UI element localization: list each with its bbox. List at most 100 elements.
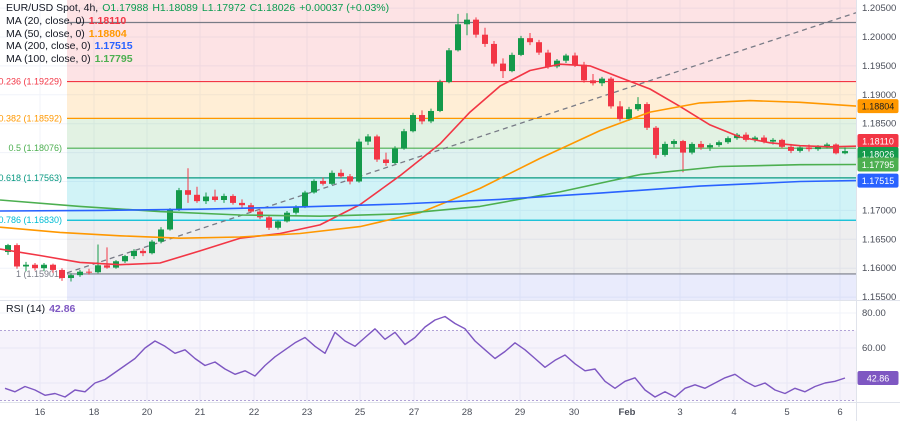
candle[interactable] — [761, 137, 767, 142]
candle[interactable] — [68, 275, 74, 279]
ma-legend-row[interactable]: MA (50, close, 0) 1.18804 — [6, 28, 393, 41]
rsi-line[interactable] — [4, 315, 846, 398]
candle[interactable] — [824, 144, 830, 147]
candle[interactable] — [23, 264, 29, 267]
candle[interactable] — [374, 136, 380, 160]
candle[interactable] — [536, 42, 542, 53]
candle[interactable] — [383, 159, 389, 164]
candle[interactable] — [140, 250, 146, 254]
time-axis-label[interactable]: 27 — [409, 407, 420, 418]
candle[interactable] — [311, 180, 317, 193]
price-axis-label[interactable]: 1.20000 — [862, 32, 896, 43]
candle[interactable] — [788, 146, 794, 151]
ma100-line[interactable] — [0, 163, 857, 217]
symbol-title[interactable]: EUR/USD Spot, 4h, — [6, 2, 99, 14]
candle[interactable] — [347, 176, 353, 182]
ma-legend-row[interactable]: MA (200, close, 0) 1.17515 — [6, 40, 393, 53]
candle[interactable] — [599, 78, 605, 84]
trendline[interactable] — [66, 12, 857, 274]
candle[interactable] — [680, 141, 686, 153]
price-axis-label[interactable]: 1.20500 — [862, 3, 896, 14]
candle[interactable] — [329, 172, 335, 184]
candle[interactable] — [95, 265, 101, 273]
candle[interactable] — [221, 195, 227, 200]
candle[interactable] — [410, 115, 416, 132]
candle[interactable] — [293, 206, 299, 213]
ma50-line[interactable] — [0, 99, 857, 239]
candle[interactable] — [203, 196, 209, 202]
candle[interactable] — [509, 54, 515, 72]
candle[interactable] — [86, 271, 92, 273]
candle[interactable] — [833, 144, 839, 154]
candle[interactable] — [491, 43, 497, 64]
candle[interactable] — [626, 109, 632, 120]
price-axis-label[interactable]: 1.19500 — [862, 61, 896, 72]
candle[interactable] — [50, 264, 56, 270]
candle[interactable] — [176, 190, 182, 210]
candle[interactable] — [815, 146, 821, 150]
candle[interactable] — [257, 211, 263, 218]
candle[interactable] — [185, 190, 191, 195]
price-axis-label[interactable]: 1.15500 — [862, 292, 896, 303]
candle[interactable] — [635, 104, 641, 110]
time-axis-label[interactable]: 25 — [355, 407, 366, 418]
candle[interactable] — [527, 38, 533, 43]
candle[interactable] — [446, 50, 452, 83]
time-axis-label[interactable]: 18 — [89, 407, 100, 418]
time-axis-label[interactable]: 21 — [195, 407, 206, 418]
candle[interactable] — [77, 271, 83, 276]
time-axis-label[interactable]: 20 — [142, 407, 153, 418]
ma-legend-row[interactable]: MA (100, close, 0) 1.17795 — [6, 53, 393, 66]
candle[interactable] — [662, 143, 668, 155]
candle[interactable] — [14, 245, 20, 267]
candle[interactable] — [689, 143, 695, 153]
candle[interactable] — [725, 138, 731, 143]
price-axis-label[interactable]: 1.18500 — [862, 119, 896, 130]
candle[interactable] — [59, 269, 65, 279]
candle[interactable] — [212, 196, 218, 200]
candle[interactable] — [158, 229, 164, 242]
candle[interactable] — [482, 34, 488, 44]
candle[interactable] — [122, 256, 128, 262]
candle[interactable] — [545, 52, 551, 67]
price-axis-label[interactable]: 1.19000 — [862, 90, 896, 101]
candle[interactable] — [464, 19, 470, 25]
ma-legend-row[interactable]: MA (20, close, 0) 1.18110 — [6, 15, 393, 28]
ma20-line[interactable] — [0, 63, 857, 266]
candle[interactable] — [563, 55, 569, 61]
time-axis-label[interactable]: 5 — [784, 407, 789, 418]
price-axis-label[interactable]: 1.16000 — [862, 263, 896, 274]
candle[interactable] — [32, 264, 38, 269]
time-axis-label[interactable]: 16 — [35, 407, 46, 418]
candle[interactable] — [455, 24, 461, 51]
candle[interactable] — [428, 110, 434, 122]
candle[interactable] — [671, 141, 677, 144]
rsi-indicator-label[interactable]: RSI (14) — [6, 303, 46, 315]
candle[interactable] — [194, 194, 200, 202]
candle[interactable] — [554, 60, 560, 67]
candle[interactable] — [752, 137, 758, 140]
candle[interactable] — [302, 192, 308, 207]
candle[interactable] — [617, 106, 623, 120]
candle[interactable] — [590, 80, 596, 84]
candle[interactable] — [230, 195, 236, 203]
candle[interactable] — [419, 115, 425, 122]
candle[interactable] — [437, 82, 443, 111]
candle[interactable] — [842, 151, 848, 154]
candle[interactable] — [608, 78, 614, 107]
candle[interactable] — [104, 265, 110, 268]
candle[interactable] — [266, 217, 272, 228]
rsi-axis-label[interactable]: 60.00 — [862, 343, 886, 354]
candle[interactable] — [41, 264, 47, 269]
candle[interactable] — [5, 245, 11, 253]
candle[interactable] — [473, 19, 479, 35]
candle[interactable] — [743, 134, 749, 140]
time-axis-label[interactable]: 4 — [731, 407, 736, 418]
candle[interactable] — [392, 148, 398, 164]
price-axis-label[interactable]: 1.17000 — [862, 205, 896, 216]
candle[interactable] — [518, 38, 524, 55]
candle[interactable] — [572, 55, 578, 65]
candle[interactable] — [401, 131, 407, 149]
candle[interactable] — [320, 180, 326, 184]
